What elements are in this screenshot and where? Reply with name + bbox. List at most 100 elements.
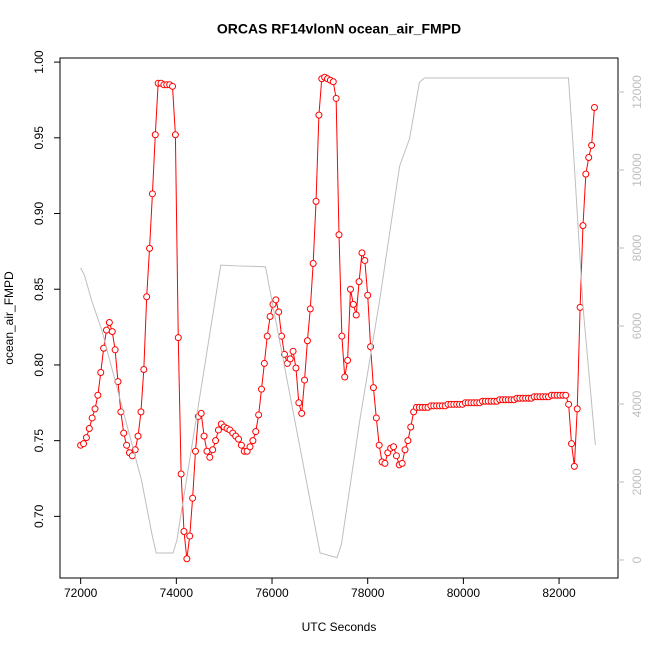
data-point <box>375 441 383 449</box>
data-point <box>573 405 581 413</box>
data-point <box>398 459 406 467</box>
x-tick-label: 78000 <box>351 586 385 600</box>
y2-tick-label: 0 <box>630 556 644 563</box>
y-tick-label: 0.80 <box>32 353 46 377</box>
data-point <box>582 170 590 178</box>
data-point <box>140 365 148 373</box>
data-point <box>103 326 110 334</box>
data-point <box>186 532 194 540</box>
data-point <box>309 259 317 267</box>
data-point <box>372 414 380 422</box>
data-point <box>203 447 211 455</box>
data-point <box>148 190 156 198</box>
data-point <box>401 446 409 454</box>
y2-tick-label: 12000 <box>630 75 644 109</box>
data-point <box>352 311 360 319</box>
data-point <box>85 425 93 433</box>
data-point <box>579 222 587 230</box>
data-point <box>209 446 217 454</box>
data-point <box>197 409 205 417</box>
data-point <box>303 337 311 345</box>
data-point <box>562 391 570 399</box>
y-tick-label: 0.75 <box>32 429 46 453</box>
data-point <box>235 435 243 443</box>
y-tick-label: 1.00 <box>32 50 46 74</box>
y-tick-label: 0.70 <box>32 504 46 528</box>
data-point <box>315 111 323 119</box>
data-point <box>272 296 280 304</box>
data-point <box>171 131 179 139</box>
data-point <box>252 428 260 436</box>
data-point <box>189 494 197 502</box>
data-point <box>134 432 142 440</box>
data-point <box>249 437 257 445</box>
y-tick-label: 0.95 <box>32 126 46 150</box>
data-point <box>341 373 349 381</box>
data-point <box>94 391 102 399</box>
x-tick-label: 72000 <box>64 586 98 600</box>
data-point <box>151 131 159 139</box>
y2-tick-label: 10000 <box>630 153 644 187</box>
data-point <box>364 291 372 299</box>
y2-tick-label: 2000 <box>630 468 644 495</box>
data-point <box>146 244 154 252</box>
data-point <box>120 429 128 437</box>
data-point <box>174 334 182 342</box>
data-point <box>346 285 354 293</box>
data-point <box>301 376 309 384</box>
data-point <box>88 414 96 422</box>
data-point <box>335 231 343 239</box>
data-point <box>576 303 584 311</box>
x-axis-label: UTC Seconds <box>302 620 377 634</box>
x-tick-label: 80000 <box>447 586 481 600</box>
data-point <box>570 462 578 470</box>
data-point <box>206 453 214 461</box>
data-point <box>355 278 363 286</box>
data-point <box>381 459 389 467</box>
data-point <box>212 437 220 445</box>
y2-line <box>80 77 596 559</box>
data-point <box>588 141 596 149</box>
y-tick-label: 0.85 <box>32 277 46 301</box>
data-point <box>344 356 352 364</box>
data-point <box>82 434 90 442</box>
data-point <box>180 528 188 536</box>
data-point <box>358 249 366 257</box>
chart-title: ORCAS RF14vlonN ocean_air_FMPD <box>217 21 461 37</box>
data-point <box>390 443 398 451</box>
data-point <box>183 555 191 563</box>
data-point <box>295 399 303 407</box>
data-point <box>255 411 263 419</box>
data-point <box>214 426 222 434</box>
data-point <box>97 369 105 377</box>
data-point <box>246 443 254 451</box>
data-point <box>263 332 271 340</box>
data-point <box>137 408 145 416</box>
data-point <box>332 94 340 102</box>
data-point <box>338 332 346 340</box>
data-point <box>177 470 185 478</box>
data-point <box>80 440 88 448</box>
y-axis-label: ocean_air_FMPD <box>2 271 16 365</box>
data-point <box>258 385 265 393</box>
y2-tick-label: 8000 <box>630 234 644 261</box>
data-point <box>111 346 119 354</box>
data-point <box>123 441 131 449</box>
x-tick-label: 82000 <box>542 586 576 600</box>
data-point <box>407 423 415 431</box>
data-point <box>200 432 208 440</box>
data-point <box>404 437 412 445</box>
data-point <box>361 256 369 264</box>
y2-tick-label: 4000 <box>630 390 644 417</box>
data-point <box>392 452 400 460</box>
data-point <box>306 305 314 313</box>
data-point <box>260 359 268 367</box>
data-point <box>590 104 598 112</box>
y-tick-label: 0.90 <box>32 202 46 226</box>
data-line <box>80 76 595 559</box>
data-point <box>289 347 297 355</box>
data-point <box>105 319 113 327</box>
data-point <box>298 409 306 417</box>
data-point <box>292 364 300 372</box>
